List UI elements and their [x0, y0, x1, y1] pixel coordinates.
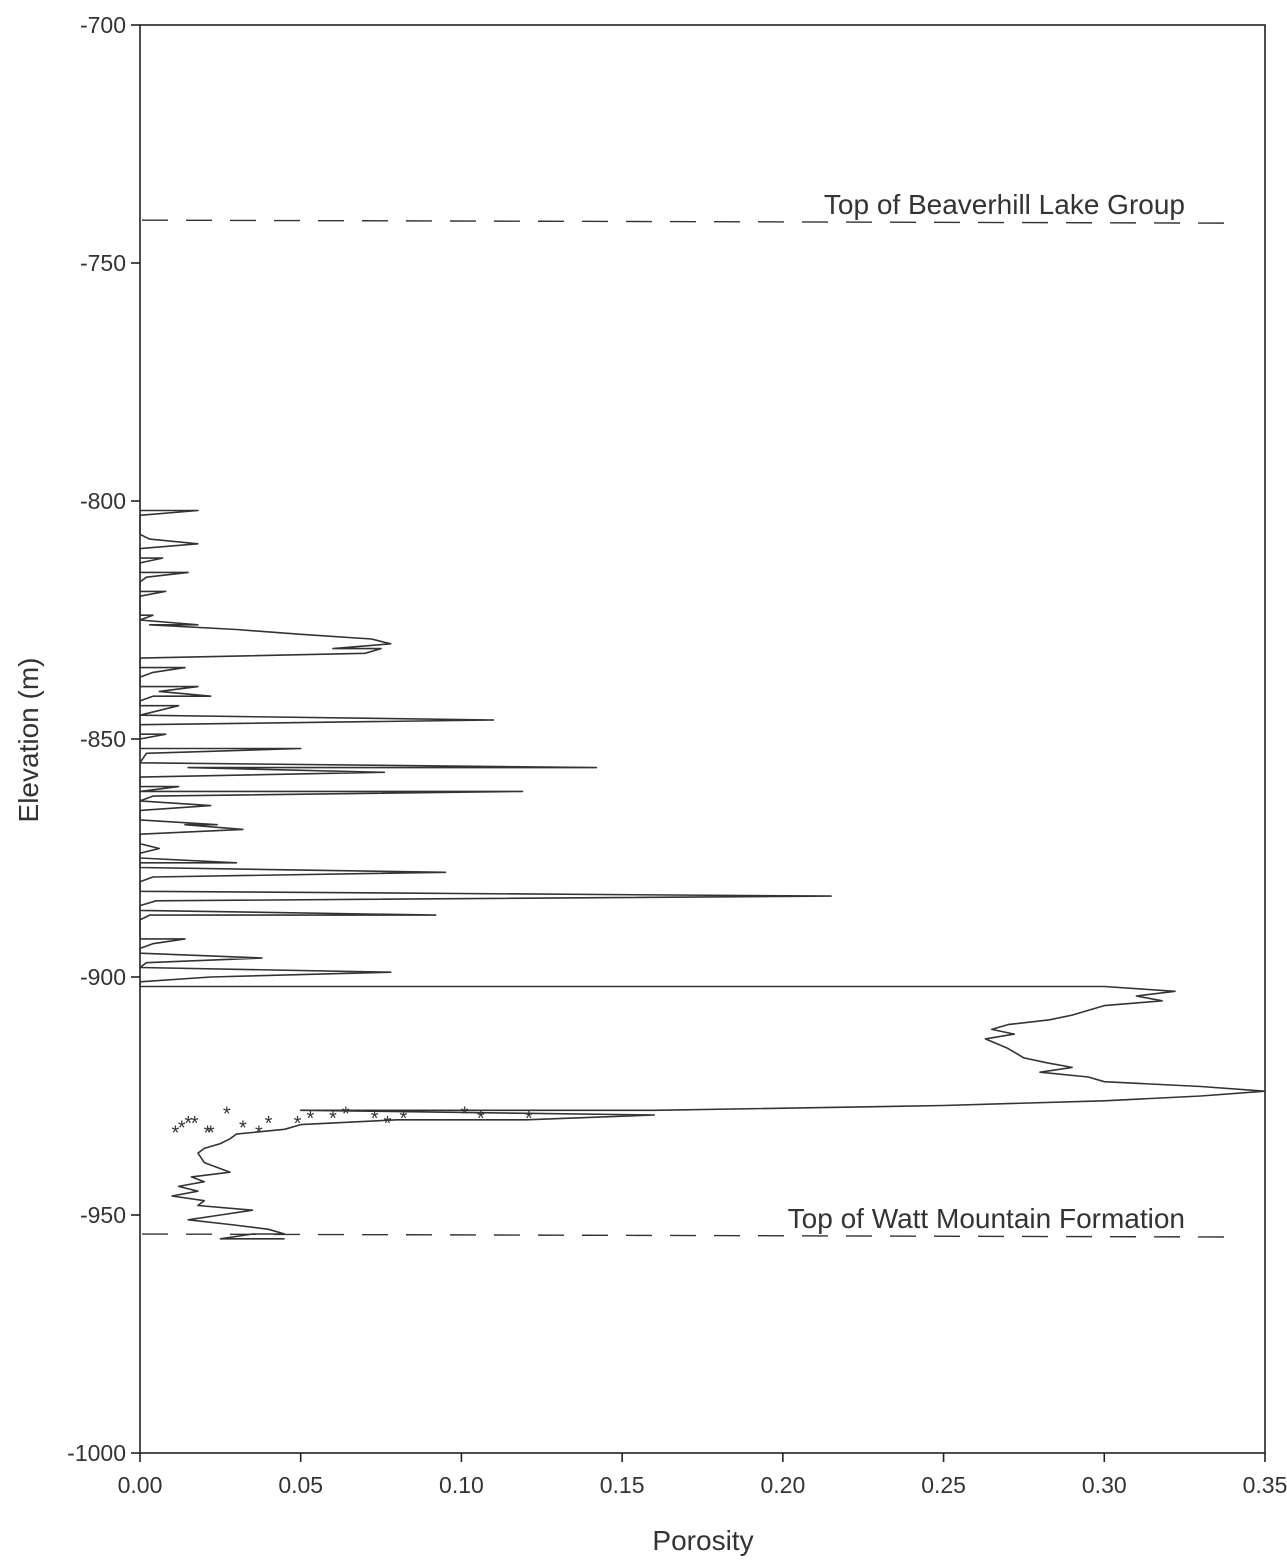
asterisk-point: * [525, 1108, 533, 1130]
marker-label: Top of Watt Mountain Formation [788, 1203, 1185, 1234]
x-tick-label: 0.05 [278, 1472, 323, 1498]
x-tick-label: 0.30 [1082, 1472, 1127, 1498]
asterisk-point: * [207, 1122, 215, 1144]
asterisk-point: * [178, 1118, 186, 1140]
marker-line [141, 219, 1241, 224]
asterisk-point: * [306, 1108, 314, 1130]
y-tick-label: -900 [80, 964, 126, 990]
asterisk-point: * [477, 1108, 485, 1130]
asterisk-point: * [255, 1122, 263, 1144]
series-layer: **** **** * * * * * * * * * * * * [139, 509, 1266, 1240]
y-tick-label: -950 [80, 1202, 126, 1228]
asterisk-point: * [265, 1113, 273, 1135]
asterisk-point: * [329, 1108, 337, 1130]
y-tick-label: -800 [80, 488, 126, 514]
asterisk-point: * [371, 1108, 379, 1130]
asterisk-point: * [191, 1113, 199, 1135]
horizontal-markers: Top of Beaverhill Lake Group Top of Watt … [141, 189, 1241, 1238]
y-tick-label: -850 [80, 726, 126, 752]
asterisk-point: * [204, 1122, 212, 1144]
x-axis-title: Porosity [652, 1525, 753, 1556]
asterisk-point: * [461, 1103, 469, 1125]
asterisk-point: * [342, 1103, 350, 1125]
asterisk-point: * [223, 1103, 231, 1125]
y-axis-ticks: -700 -750 -800 -850 -900 -950 -1000 [67, 12, 140, 1466]
asterisk-point: * [294, 1113, 302, 1135]
x-tick-label: 0.10 [439, 1472, 484, 1498]
asterisk-point: * [184, 1113, 192, 1135]
y-tick-label: -1000 [67, 1440, 126, 1466]
y-axis-title: Elevation (m) [13, 658, 44, 823]
x-tick-label: 0.20 [760, 1472, 805, 1498]
asterisk-point: * [171, 1122, 179, 1144]
y-tick-label: -700 [80, 12, 126, 38]
plot-frame [139, 24, 1266, 1454]
asterisk-point: * [384, 1113, 392, 1135]
marker-line [141, 1233, 1241, 1238]
marker-label: Top of Beaverhill Lake Group [824, 189, 1185, 220]
asterisk-point: * [239, 1118, 247, 1140]
y-tick-label: -750 [80, 250, 126, 276]
x-tick-label: 0.35 [1243, 1472, 1287, 1498]
x-axis-ticks: 0.00 0.05 0.10 0.15 0.20 0.25 0.30 0.35 [118, 1453, 1287, 1498]
x-tick-label: 0.00 [118, 1472, 163, 1498]
x-tick-label: 0.15 [600, 1472, 645, 1498]
porosity-log-line [139, 509, 1266, 1240]
x-tick-label: 0.25 [921, 1472, 966, 1498]
asterisk-point: * [400, 1108, 408, 1130]
